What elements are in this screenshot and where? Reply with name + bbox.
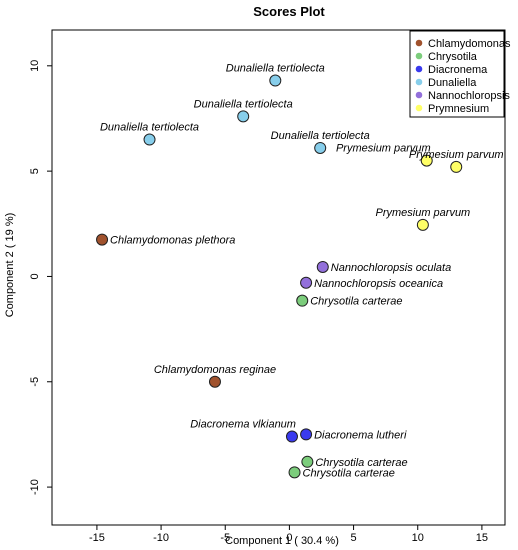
legend-swatch — [415, 39, 423, 47]
x-tick-label: -5 — [220, 532, 230, 544]
legend-entry: Nannochloropsis — [428, 90, 510, 102]
point-label: Dunaliella tertiolecta — [194, 98, 293, 110]
data-points — [96, 74, 463, 479]
point-label: Dunaliella tertiolecta — [226, 63, 325, 75]
legend-swatch — [415, 78, 423, 86]
data-point-chrysotila — [288, 466, 301, 479]
x-tick-label: -15 — [89, 532, 105, 544]
x-tick-label: 5 — [351, 532, 357, 544]
data-point-chrysotila — [301, 455, 314, 468]
point-label: Chrysotila carterae — [303, 467, 395, 479]
data-point-prymnesium — [416, 218, 429, 231]
y-tick-label: 10 — [29, 60, 41, 72]
data-point-prymnesium — [420, 154, 433, 167]
x-axis-label: Component 1 ( 30.4 %) — [225, 535, 339, 547]
x-tick-label: -10 — [153, 532, 169, 544]
legend: ChlamydomonasChrysotilaDiacronemaDunalie… — [409, 30, 511, 118]
y-tick-label: 0 — [29, 273, 41, 279]
point-label: Prymesium parvum — [336, 143, 431, 155]
data-point-dunaliella — [237, 110, 250, 123]
point-label: Nannochloropsis oceanica — [314, 278, 443, 290]
data-point-dunaliella — [143, 133, 156, 146]
legend-box — [409, 30, 505, 118]
data-point-diacronema — [285, 430, 298, 443]
legend-entry: Chlamydomonas — [428, 38, 511, 50]
point-label: Chrysotila carterae — [310, 296, 402, 308]
plot-frame — [51, 29, 506, 526]
legend-entry: Diacronema — [428, 64, 488, 76]
point-label: Chrysotila carterae — [315, 457, 407, 469]
point-label: Prymesium parvum — [375, 207, 470, 219]
point-label: Nannochloropsis oculata — [331, 262, 451, 274]
point-labels: Chlamydomonas plethora Chlamydomonas regi… — [100, 63, 504, 480]
point-label: Chlamydomonas reginae — [154, 364, 276, 376]
point-label: Prymesium parvum — [409, 149, 504, 161]
point-label: Diacronema vlkianum — [190, 419, 296, 431]
legend-swatch — [415, 104, 423, 112]
chart-title: Scores Plot — [253, 4, 325, 19]
data-point-nannochloropsis — [300, 276, 313, 289]
y-axis-ticks: 10 5 0 -5 -10 — [29, 60, 52, 495]
legend-entry: Prymnesium — [428, 103, 489, 115]
x-tick-label: 0 — [286, 532, 292, 544]
data-point-chlamydomonas — [96, 233, 109, 246]
y-axis-label: Component 2 ( 19 %) — [4, 213, 16, 318]
y-tick-label: 5 — [29, 168, 41, 174]
x-tick-label: 10 — [412, 532, 424, 544]
point-label: Diacronema lutheri — [314, 429, 407, 441]
x-axis-ticks: -15 -10 -5 0 5 10 15 — [89, 525, 488, 544]
x-tick-label: 15 — [476, 532, 488, 544]
data-point-diacronema — [300, 428, 313, 441]
point-label: Chlamydomonas plethora — [110, 235, 235, 247]
data-point-chrysotila — [296, 294, 309, 307]
point-label: Dunaliella tertiolecta — [271, 130, 370, 142]
data-point-dunaliella — [314, 141, 327, 154]
legend-swatch — [415, 91, 423, 99]
y-tick-label: -5 — [29, 377, 41, 387]
data-point-nannochloropsis — [316, 260, 329, 273]
point-label: Dunaliella tertiolecta — [100, 122, 199, 134]
y-tick-label: -10 — [29, 479, 41, 495]
legend-swatch — [415, 65, 423, 73]
legend-swatch — [415, 52, 423, 60]
legend-entry: Chrysotila — [428, 51, 478, 63]
data-point-dunaliella — [269, 74, 282, 87]
legend-entry: Dunaliella — [428, 77, 477, 89]
data-point-prymnesium — [450, 160, 463, 173]
data-point-chlamydomonas — [208, 375, 221, 388]
